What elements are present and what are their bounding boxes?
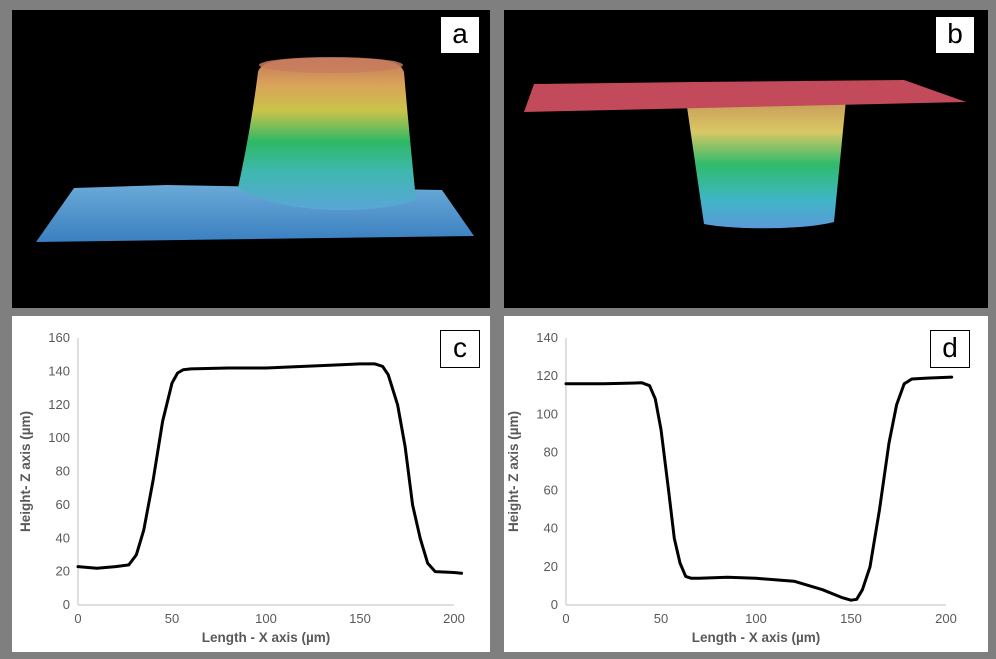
y-tick-label: 60 <box>56 497 70 512</box>
x-tick-label: 200 <box>443 611 465 626</box>
y-tick-label: 0 <box>63 597 70 612</box>
well-walls <box>686 100 846 229</box>
x-tick-label: 100 <box>745 611 767 626</box>
y-tick-label: 140 <box>48 363 70 378</box>
y-tick-label: 60 <box>544 483 558 498</box>
panel-d-chart: 0 20 40 60 80 100 120 140 0 50 100 150 200 Length - X… <box>504 316 988 652</box>
y-tick-label: 40 <box>56 530 70 545</box>
y-tick-label: 100 <box>536 406 558 421</box>
pillar-body <box>238 58 416 211</box>
pillar-top <box>259 57 403 73</box>
x-axis-title: Length - X axis (µm) <box>692 630 821 645</box>
panel-b-3d-render <box>504 10 988 308</box>
x-tick-label: 0 <box>74 611 81 626</box>
panel-label-a: a <box>440 16 480 54</box>
top-surface-plane <box>524 80 966 112</box>
x-axis-title: Length - X axis (µm) <box>202 630 331 645</box>
y-tick-label: 40 <box>544 521 558 536</box>
pillar-surface-render <box>36 57 474 242</box>
panel-label-b: b <box>935 16 975 54</box>
series-line-profile <box>564 375 954 602</box>
y-tick-label: 100 <box>48 430 70 445</box>
y-tick-label: 80 <box>56 464 70 479</box>
series-line-profile <box>76 362 463 575</box>
x-tick-label: 150 <box>840 611 862 626</box>
x-tick-label: 50 <box>654 611 668 626</box>
y-tick-label: 80 <box>544 444 558 459</box>
y-tick-label: 20 <box>56 564 70 579</box>
chart-d-svg: 0 20 40 60 80 100 120 140 0 50 100 150 200 Length - X… <box>506 330 957 645</box>
y-axis-title: Height- Z axis (µm) <box>506 411 521 532</box>
x-tick-label: 0 <box>562 611 569 626</box>
x-tick-label: 100 <box>255 611 277 626</box>
panel-label-d: d <box>930 330 970 368</box>
y-tick-label: 0 <box>551 597 558 612</box>
well-surface-render <box>524 80 966 229</box>
y-tick-label: 20 <box>544 559 558 574</box>
y-tick-label: 140 <box>536 330 558 345</box>
x-tick-label: 50 <box>165 611 179 626</box>
x-tick-label: 150 <box>349 611 371 626</box>
y-tick-label: 120 <box>536 368 558 383</box>
panel-c-chart: 0 20 40 60 80 100 120 140 160 0 50 100 150 200 Length … <box>12 316 490 652</box>
y-tick-label: 120 <box>48 397 70 412</box>
panel-label-c: c <box>440 330 480 368</box>
panel-a-3d-render <box>12 10 490 308</box>
y-tick-label: 160 <box>48 330 70 345</box>
y-axis-title: Height- Z axis (µm) <box>18 411 33 532</box>
x-tick-label: 200 <box>935 611 957 626</box>
chart-c-svg: 0 20 40 60 80 100 120 140 160 0 50 100 150 200 Length … <box>18 330 465 645</box>
